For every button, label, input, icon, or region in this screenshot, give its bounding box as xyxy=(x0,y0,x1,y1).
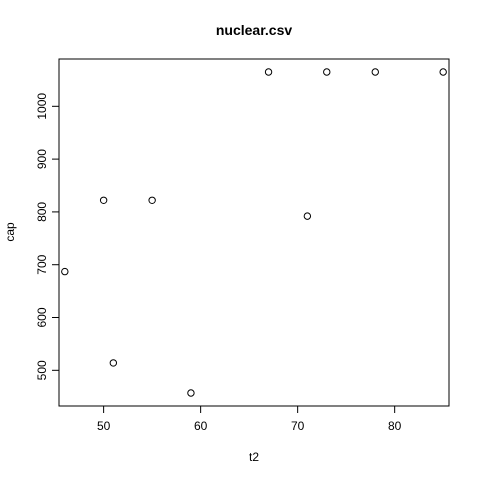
data-point xyxy=(323,68,331,76)
chart-title: nuclear.csv xyxy=(216,22,292,38)
x-tick-label: 60 xyxy=(194,419,208,433)
x-axis: 50 60 70 80 xyxy=(97,405,402,433)
data-point xyxy=(61,267,69,276)
data-point xyxy=(148,196,156,204)
data-point xyxy=(303,212,312,220)
x-tick-label: 80 xyxy=(388,419,402,433)
y-tick-label: 1000 xyxy=(35,93,49,120)
y-tick-label: 700 xyxy=(35,254,49,274)
y-tick-label: 900 xyxy=(35,149,49,169)
x-tick-label: 70 xyxy=(291,419,305,433)
y-tick-label: 800 xyxy=(35,202,49,222)
y-tick-label: 500 xyxy=(35,360,49,380)
y-axis-label: cap xyxy=(3,222,17,242)
data-point xyxy=(109,359,118,367)
data-point xyxy=(439,68,447,76)
data-point xyxy=(187,389,195,397)
data-point xyxy=(99,196,108,204)
data-point xyxy=(264,68,273,76)
y-axis: 500 600 700 800 900 1000 xyxy=(35,93,60,380)
data-point xyxy=(371,68,379,76)
x-axis-label: t2 xyxy=(249,450,259,464)
data-points xyxy=(61,68,447,397)
y-tick-label: 600 xyxy=(35,307,49,327)
x-tick-label: 50 xyxy=(97,419,111,433)
